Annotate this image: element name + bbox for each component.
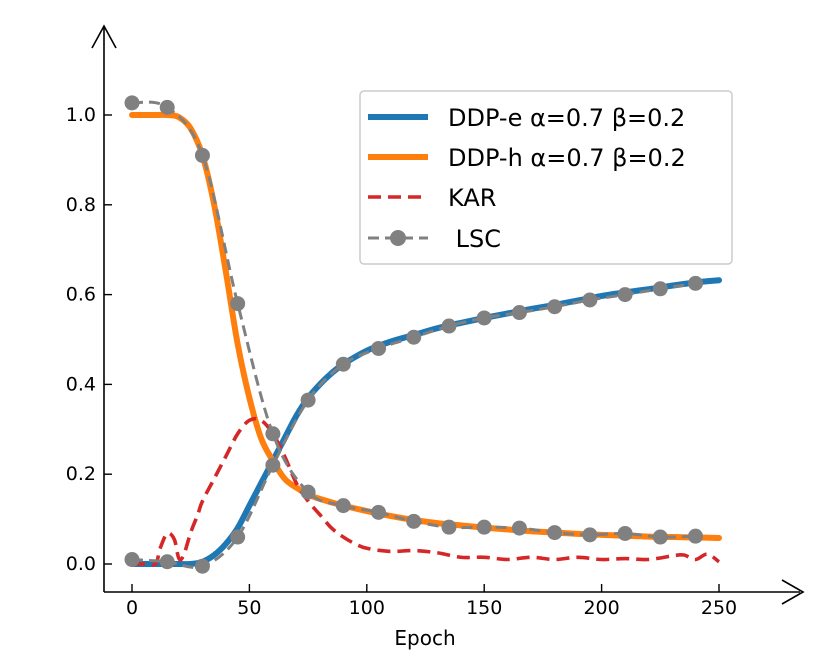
y-tick-label: 0.4 — [66, 373, 96, 395]
lsc-marker — [159, 99, 175, 115]
x-axis-label: Epoch — [394, 626, 455, 650]
x-tick-label: 150 — [466, 597, 502, 619]
lsc-marker — [300, 392, 316, 408]
lsc-marker — [265, 426, 281, 442]
legend-item-lsc: LSC — [368, 225, 501, 253]
lsc-marker — [300, 484, 316, 500]
lsc-marker — [582, 292, 598, 308]
lsc-marker — [371, 340, 387, 356]
lsc-marker — [124, 95, 140, 111]
series-line-lsc-falling — [131, 100, 696, 539]
lsc-marker — [688, 275, 704, 291]
legend-item-ddp-h: DDP-h α=0.7 β=0.2 — [368, 144, 686, 172]
series-layer — [124, 95, 722, 574]
y-tick-label: 0.6 — [66, 284, 96, 306]
x-axis-arrowhead — [781, 579, 805, 605]
lsc-marker — [194, 558, 210, 574]
lsc-marker — [265, 457, 281, 473]
legend-marker — [390, 230, 406, 246]
legend-label: KAR — [448, 184, 496, 212]
axes — [91, 24, 805, 605]
lsc-marker — [441, 519, 457, 535]
x-tick-label: 100 — [349, 597, 385, 619]
legend-item-ddp-e: DDP-e α=0.7 β=0.2 — [368, 104, 685, 132]
y-tick-label: 1.0 — [66, 104, 96, 126]
lsc-marker — [652, 281, 668, 297]
lsc-marker — [441, 318, 457, 334]
lsc-marker — [547, 525, 563, 541]
lsc-marker — [230, 529, 246, 545]
lsc-marker — [547, 299, 563, 315]
x-tick-label: 50 — [237, 597, 261, 619]
lsc-marker — [230, 296, 246, 312]
lsc-marker — [688, 528, 704, 544]
legend-label: LSC — [448, 225, 501, 253]
lsc-marker — [652, 529, 668, 545]
legend: DDP-e α=0.7 β=0.2 DDP-h α=0.7 β=0.2 KAR LS… — [359, 90, 733, 265]
lsc-marker — [617, 525, 633, 541]
lsc-marker — [124, 552, 140, 568]
lsc-marker — [335, 498, 351, 514]
lsc-marker — [406, 329, 422, 345]
x-tick-label: 200 — [583, 597, 619, 619]
lsc-marker — [476, 519, 492, 535]
series-line-kar — [131, 416, 721, 567]
x-tick-label: 250 — [701, 597, 737, 619]
y-tick-label: 0.8 — [66, 194, 96, 216]
lsc-marker — [159, 554, 175, 570]
lsc-marker — [371, 504, 387, 520]
lsc-marker — [335, 356, 351, 372]
ticks: 0 50 100 150 200 250 0.0 0.2 0.4 0.6 0.8 1.0 — [66, 104, 737, 619]
legend-label: DDP-h α=0.7 β=0.2 — [448, 144, 686, 172]
legend-frame — [359, 90, 733, 265]
lsc-marker — [511, 305, 527, 321]
legend-item-kar: KAR — [368, 184, 496, 212]
legend-label: DDP-e α=0.7 β=0.2 — [448, 104, 685, 132]
lsc-marker — [511, 520, 527, 536]
lsc-marker — [617, 287, 633, 303]
y-tick-label: 0.0 — [66, 553, 96, 575]
y-axis-arrowhead — [91, 24, 117, 49]
lsc-marker — [406, 513, 422, 529]
lsc-marker — [194, 147, 210, 163]
lsc-marker — [476, 310, 492, 326]
lsc-marker — [582, 527, 598, 543]
x-tick-label: 0 — [126, 597, 138, 619]
y-tick-label: 0.2 — [66, 463, 96, 485]
